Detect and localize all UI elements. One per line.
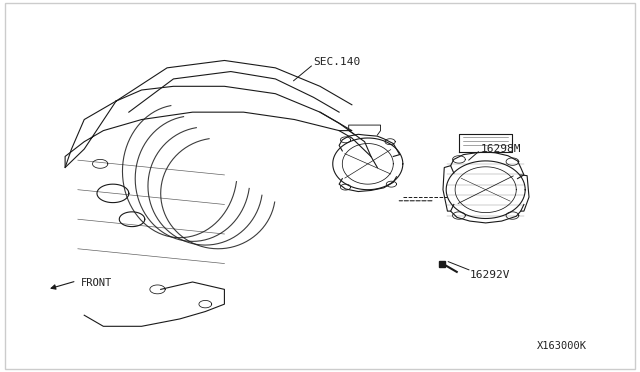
Text: 16298M: 16298M	[481, 144, 521, 154]
Text: FRONT: FRONT	[81, 278, 112, 288]
Text: SEC.140: SEC.140	[314, 57, 361, 67]
Text: 16292V: 16292V	[470, 270, 510, 280]
Text: X163000K: X163000K	[537, 340, 587, 350]
